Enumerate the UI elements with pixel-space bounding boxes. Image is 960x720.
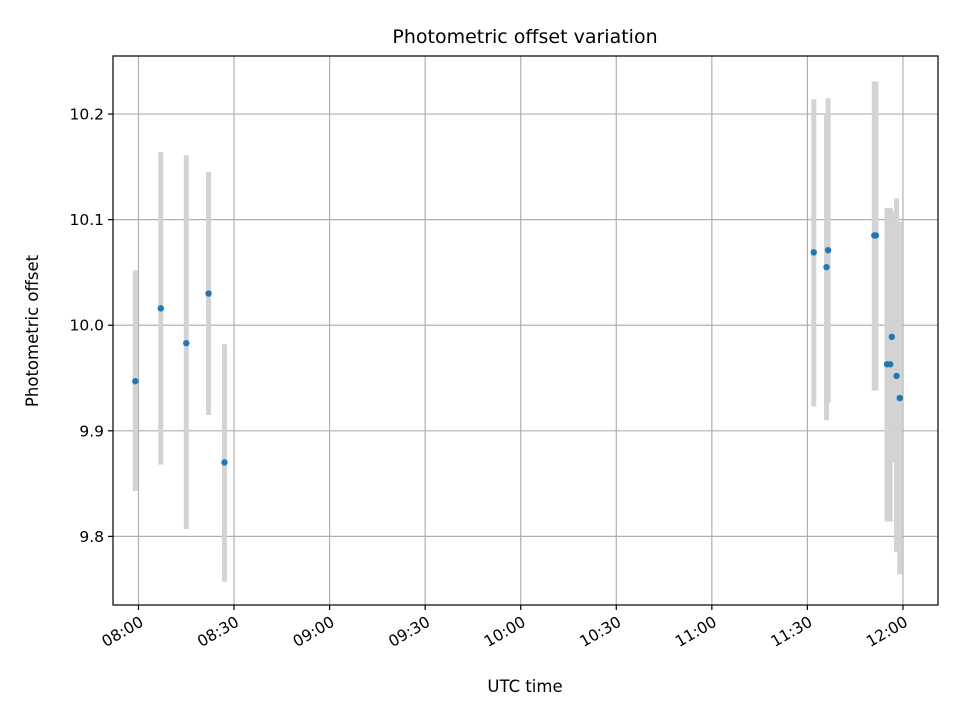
x-tick-label: 11:00 xyxy=(672,613,720,651)
y-tick-label: 9.9 xyxy=(79,422,104,440)
y-tick-label: 10.2 xyxy=(69,106,104,124)
data-point xyxy=(872,232,880,239)
data-point xyxy=(888,333,896,341)
y-tick-label: 10.1 xyxy=(69,211,104,229)
data-point xyxy=(205,290,212,297)
data-point xyxy=(824,247,832,254)
data-points xyxy=(132,232,903,466)
x-tick-label: 10:30 xyxy=(577,613,625,651)
axis-ticks: 08:00 08:30 09:00 09:30 10:00 10:30 11:00 11:30… xyxy=(69,106,910,651)
y-tick-label: 9.8 xyxy=(79,528,104,546)
error-bars xyxy=(132,81,903,582)
plot-frame xyxy=(112,55,939,606)
x-tick-label: 11:30 xyxy=(768,613,816,651)
x-tick-label: 08:30 xyxy=(194,613,242,651)
data-point xyxy=(896,394,903,402)
data-point xyxy=(221,459,228,466)
x-tick-label: 10:00 xyxy=(481,613,529,651)
data-point xyxy=(157,305,164,312)
x-axis-label: UTC time xyxy=(487,677,562,696)
x-tick-label: 09:30 xyxy=(385,613,433,651)
chart-title: Photometric offset variation xyxy=(392,26,657,48)
data-point xyxy=(823,263,830,271)
x-tick-label: 09:00 xyxy=(290,613,338,651)
data-point xyxy=(887,361,894,368)
data-point xyxy=(183,339,190,347)
data-point xyxy=(810,249,817,256)
x-tick-label: 12:00 xyxy=(863,613,911,651)
grid-lines xyxy=(113,56,938,605)
x-tick-label: 08:00 xyxy=(99,613,147,651)
y-axis-label: Photometric offset xyxy=(23,254,42,407)
data-point xyxy=(132,377,139,385)
y-tick-label: 10.0 xyxy=(69,317,104,335)
data-point xyxy=(893,372,900,380)
